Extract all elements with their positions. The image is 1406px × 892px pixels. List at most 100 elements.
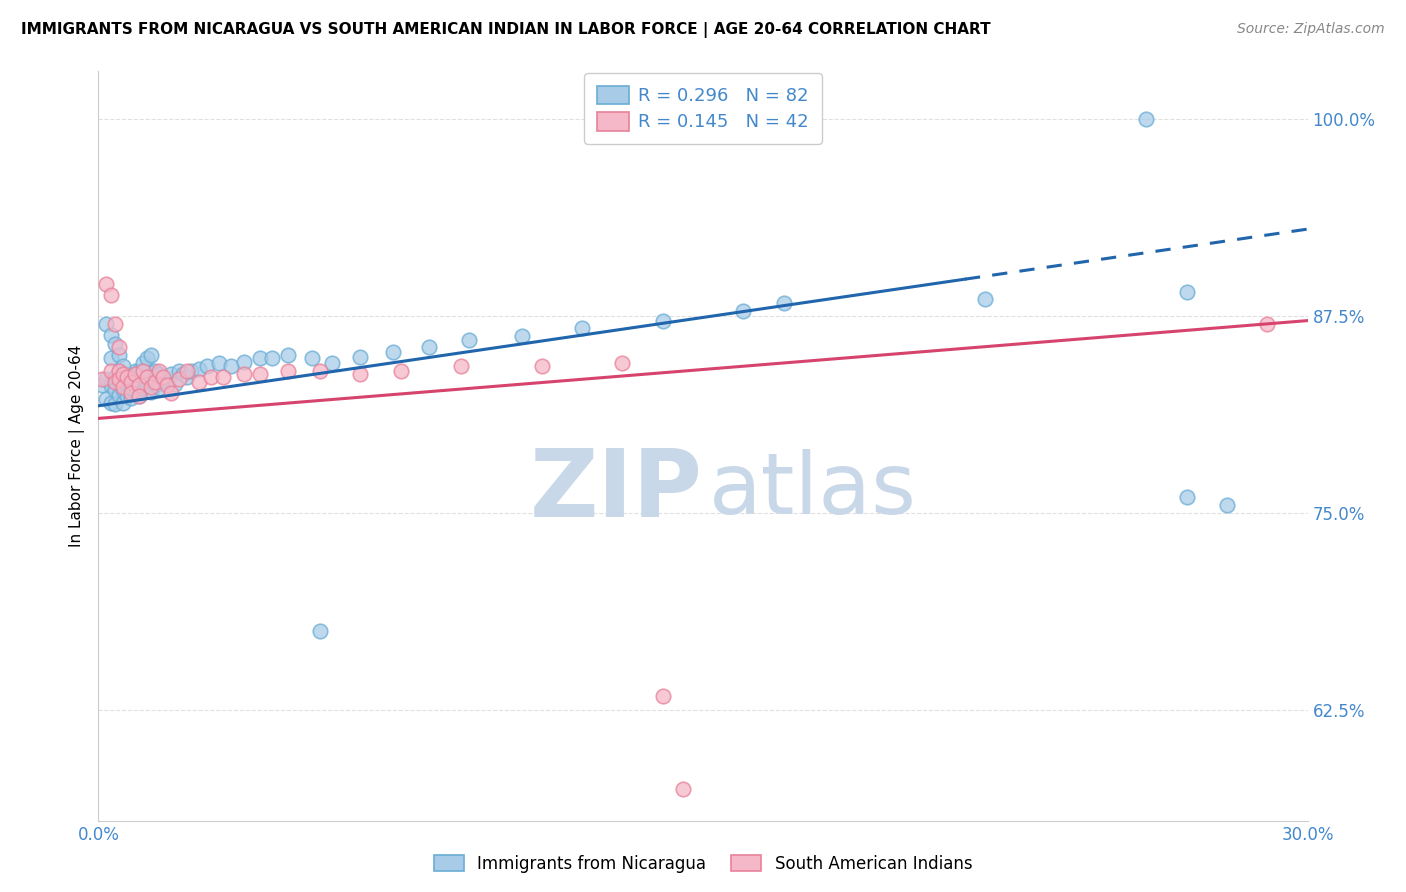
Point (389, 364, 412, 378)
Point (139, 370, 162, 384)
Point (200, 370, 222, 384)
Point (180, 364, 202, 378)
Point (120, 381, 142, 395)
Point (115, 370, 138, 384)
Point (510, 329, 533, 343)
Point (135, 364, 157, 378)
Point (195, 359, 218, 374)
Point (124, 372, 146, 386)
Point (115, 389, 138, 403)
Point (115, 368, 138, 382)
Text: atlas: atlas (709, 450, 917, 533)
Point (349, 350, 371, 364)
Y-axis label: In Labor Force | Age 20-64: In Labor Force | Age 20-64 (69, 345, 86, 547)
Point (132, 356, 155, 370)
Point (96, 317, 118, 331)
Point (111, 395, 134, 409)
Point (143, 375, 166, 389)
Point (103, 397, 125, 411)
Point (309, 364, 332, 378)
Point (107, 340, 129, 354)
Point (124, 364, 146, 378)
Point (107, 388, 129, 402)
Point (156, 375, 179, 389)
Point (91, 372, 114, 386)
Point (103, 370, 125, 384)
Point (167, 364, 190, 378)
Point (103, 375, 125, 389)
Point (91, 378, 114, 392)
Point (349, 368, 371, 382)
Point (100, 364, 122, 378)
Point (103, 317, 125, 331)
Point (1135, 112, 1157, 126)
Point (128, 378, 150, 392)
Point (107, 348, 129, 362)
Point (156, 378, 179, 392)
Point (672, 782, 695, 797)
Point (152, 370, 174, 384)
Point (208, 356, 231, 370)
Point (974, 292, 997, 306)
Point (107, 364, 129, 378)
Point (103, 383, 125, 397)
Point (128, 389, 150, 403)
Point (321, 356, 343, 370)
Point (139, 384, 162, 399)
Point (128, 368, 150, 382)
Point (124, 374, 146, 388)
Point (100, 378, 122, 392)
Point (221, 359, 243, 374)
Point (571, 321, 593, 335)
Text: ZIP: ZIP (530, 445, 703, 537)
Point (733, 304, 755, 318)
Point (172, 368, 194, 382)
Point (120, 375, 142, 389)
Legend: R = 0.296   N = 82, R = 0.145   N = 42: R = 0.296 N = 82, R = 0.145 N = 42 (585, 73, 821, 145)
Point (148, 368, 170, 382)
Point (212, 370, 235, 384)
Point (188, 375, 211, 389)
Point (135, 351, 157, 366)
Point (152, 372, 174, 386)
Point (115, 378, 138, 392)
Point (120, 391, 142, 405)
Point (100, 395, 122, 409)
Point (1216, 498, 1239, 512)
Point (120, 380, 142, 394)
Point (176, 364, 198, 378)
Point (107, 364, 129, 378)
Point (1175, 490, 1198, 504)
Point (232, 368, 254, 382)
Point (612, 356, 634, 370)
Point (260, 351, 283, 366)
Point (309, 624, 332, 639)
Point (124, 368, 146, 382)
Point (148, 381, 170, 395)
Point (651, 689, 673, 703)
Point (124, 384, 146, 399)
Point (111, 368, 134, 382)
Point (100, 288, 122, 302)
Point (772, 296, 794, 310)
Text: IMMIGRANTS FROM NICARAGUA VS SOUTH AMERICAN INDIAN IN LABOR FORCE | AGE 20-64 CO: IMMIGRANTS FROM NICARAGUA VS SOUTH AMERI… (21, 22, 991, 38)
Point (128, 378, 150, 392)
Point (450, 359, 472, 374)
Point (96, 392, 118, 407)
Point (111, 383, 134, 397)
Point (148, 364, 170, 378)
Legend: Immigrants from Nicaragua, South American Indians: Immigrants from Nicaragua, South America… (427, 848, 979, 880)
Text: Source: ZipAtlas.com: Source: ZipAtlas.com (1237, 22, 1385, 37)
Point (103, 337, 125, 351)
Point (100, 327, 122, 342)
Point (120, 370, 142, 384)
Point (139, 380, 162, 394)
Point (160, 368, 183, 382)
Point (107, 372, 129, 386)
Point (115, 370, 138, 384)
Point (160, 386, 183, 401)
Point (132, 364, 155, 378)
Point (96, 277, 118, 292)
Point (651, 313, 673, 327)
Point (135, 376, 157, 391)
